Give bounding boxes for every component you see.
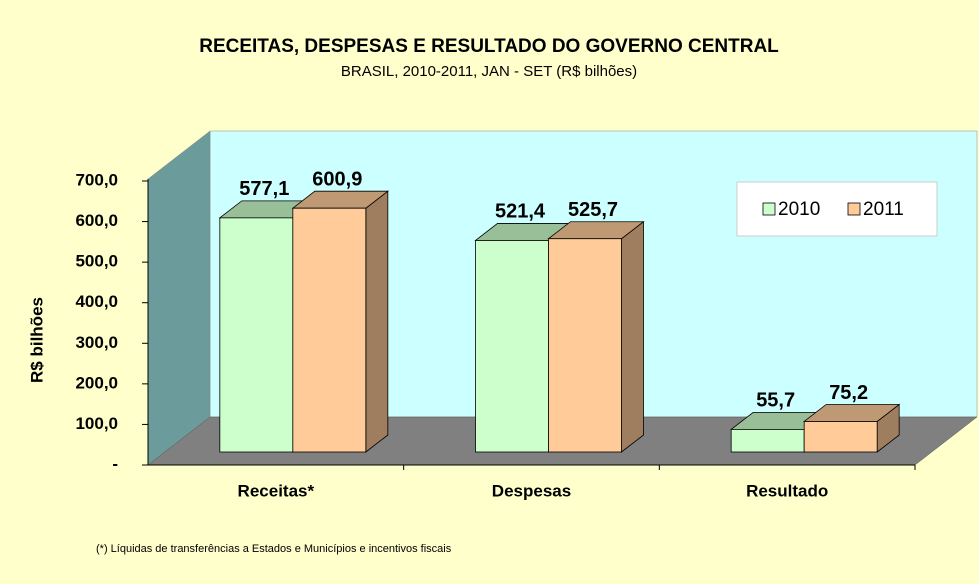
y-tick-label: 400,0	[75, 292, 118, 311]
bar	[730, 429, 805, 453]
value-label: 75,2	[829, 382, 868, 404]
y-axis-label: R$ bilhões	[27, 297, 46, 383]
chart-subtitle: BRASIL, 2010-2011, JAN - SET (R$ bilhões…	[341, 63, 637, 80]
bar	[219, 217, 294, 453]
x-tick-label: Receitas*	[238, 481, 315, 500]
y-tick-label: 600,0	[75, 211, 118, 230]
legend-label: 2010	[778, 199, 820, 220]
bar-side	[621, 220, 644, 453]
bar	[803, 421, 878, 453]
y-tick-label: 100,0	[75, 414, 118, 433]
legend-label: 2011	[863, 199, 904, 220]
legend-swatch	[762, 202, 776, 216]
value-label: 600,9	[312, 168, 362, 190]
y-tick-label: -	[112, 454, 118, 473]
y-tick-label: 300,0	[75, 333, 118, 352]
legend-swatch	[847, 202, 861, 216]
chart-title: RECEITAS, DESPESAS E RESULTADO DO GOVERN…	[199, 36, 779, 57]
value-label: 525,7	[568, 199, 618, 221]
value-label: 521,4	[495, 201, 546, 223]
value-label: 55,7	[756, 390, 795, 412]
bar	[548, 238, 622, 453]
y-tick-label: 700,0	[75, 170, 118, 189]
side-wall	[147, 130, 211, 466]
y-tick-label: 500,0	[75, 252, 118, 271]
x-tick-label: Resultado	[746, 481, 828, 500]
x-tick-label: Despesas	[492, 481, 571, 500]
bar	[475, 240, 549, 453]
bar	[292, 207, 367, 453]
bar-side	[365, 190, 389, 453]
y-tick-label: 200,0	[75, 373, 118, 392]
footnote: (*) Líquidas de transferências a Estados…	[96, 543, 452, 555]
value-label: 577,1	[239, 178, 289, 200]
